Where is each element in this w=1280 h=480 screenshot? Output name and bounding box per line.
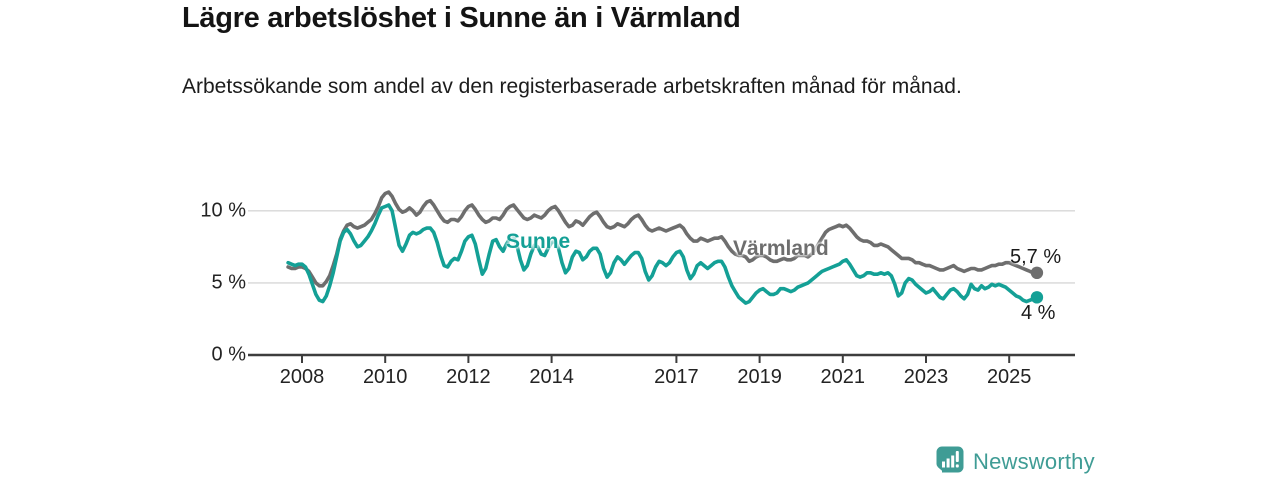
x-tick-label-2008: 2008: [279, 366, 325, 388]
brand-name: Newsworthy: [973, 448, 1095, 474]
x-tick-label-2023: 2023: [903, 366, 949, 388]
chart-title: Lägre arbetslöshet i Sunne än i Värmland: [182, 2, 741, 34]
newsworthy-chart-bubble-icon: [936, 446, 964, 473]
x-tick-label-2014: 2014: [529, 366, 574, 388]
x-tick-label-2010: 2010: [362, 366, 408, 388]
y-tick-label-10: 10 %: [200, 199, 246, 222]
newsworthy-branding: Newsworthy: [936, 446, 1095, 477]
x-tick-label-2025: 2025: [986, 366, 1032, 388]
x-tick-label-2021: 2021: [820, 366, 866, 388]
series-label-varmland: Värmland: [733, 237, 829, 260]
y-tick-label-5: 5 %: [211, 271, 246, 294]
end-dot-sunne: [1030, 291, 1044, 304]
end-dot-värmland: [1030, 266, 1044, 280]
line-värmland: [286, 190, 1039, 288]
x-tick-label-2019: 2019: [737, 366, 782, 388]
end-value-label-varmland: 5,7 %: [1010, 246, 1062, 268]
line-sunne: [286, 203, 1039, 305]
chart-subtitle: Arbetssökande som andel av den registerb…: [182, 75, 962, 98]
y-tick-label-0: 0 %: [211, 343, 246, 366]
series-label-sunne: Sunne: [506, 230, 571, 253]
x-tick-label-2017: 2017: [654, 366, 699, 388]
end-value-label-sunne: 4 %: [1021, 302, 1056, 324]
x-tick-label-2012: 2012: [446, 366, 491, 388]
